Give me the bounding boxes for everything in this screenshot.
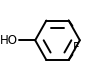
- Text: HO: HO: [0, 34, 18, 47]
- Text: F: F: [73, 41, 80, 54]
